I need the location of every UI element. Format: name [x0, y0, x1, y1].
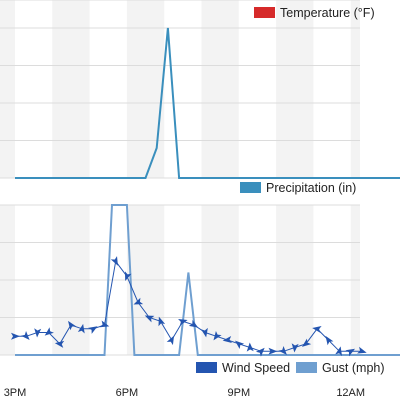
x-axis-ticks: 3PM 6PM 9PM 12AM — [4, 387, 365, 399]
wind-arrow-head — [158, 316, 166, 327]
legend-label: Wind Speed — [222, 361, 290, 375]
wind-arrow-head — [335, 346, 343, 356]
wind-direction-arrow — [325, 335, 334, 346]
wind-direction-arrow — [44, 327, 54, 336]
wind-arrow-head — [213, 331, 222, 341]
wind-arrow-head — [20, 330, 30, 340]
wind-arrow-head — [88, 326, 98, 334]
wind-direction-arrow — [144, 315, 155, 323]
wind-arrow-head — [124, 271, 132, 281]
wind-arrow-head — [357, 346, 367, 354]
grid-band — [126, 0, 165, 178]
wind-direction-arrow — [54, 340, 65, 348]
wind-direction-arrow — [68, 320, 77, 331]
wind-arrow-head — [312, 325, 322, 333]
wind-arrow-head — [201, 327, 208, 338]
wind-direction-arrow — [268, 347, 278, 355]
wind-direction-arrow — [11, 332, 20, 340]
wind-direction-arrow — [77, 323, 85, 334]
wind-direction-arrow — [20, 330, 30, 340]
wind-direction-arrow — [158, 316, 166, 327]
wind-direction-arrow — [124, 271, 132, 281]
wind-arrow-head — [301, 338, 312, 347]
legend-swatch — [196, 362, 217, 373]
gust-series — [15, 204, 400, 356]
wind-direction-arrow — [88, 326, 98, 334]
wind-direction-arrow — [178, 318, 188, 326]
grid-bands — [0, 0, 360, 355]
wind-arrow-head — [178, 318, 188, 326]
wind-arrow-head — [188, 319, 199, 328]
wind-direction-arrow — [312, 325, 322, 333]
wind-arrow-head — [144, 315, 155, 323]
wind-arrow-head — [54, 340, 65, 348]
wind-direction-arrow — [234, 340, 245, 350]
wind-arrow-head — [325, 335, 334, 346]
wind-direction-arrow — [133, 297, 144, 305]
legend-label: Temperature (°F) — [280, 6, 375, 20]
wind-direction-arrow — [357, 346, 367, 354]
grid-band — [0, 0, 15, 178]
wind-direction-arrow — [99, 320, 110, 328]
precipitation-line — [15, 27, 400, 179]
grid-band — [201, 0, 239, 178]
wind-arrow-head — [34, 328, 42, 338]
wind-arrow-head — [110, 256, 118, 266]
wind-direction-arrow — [246, 342, 254, 352]
legend-swatch — [296, 362, 317, 373]
wind-arrow-head — [222, 336, 232, 343]
x-tick-label: 12AM — [336, 387, 365, 399]
wind-arrow-head — [11, 332, 20, 340]
wind-arrow-head — [77, 323, 85, 334]
legend-swatch — [254, 7, 275, 18]
wind-arrow-head — [246, 342, 254, 352]
wind-direction-arrow — [222, 336, 232, 343]
gust-line — [15, 204, 400, 356]
wind-direction-arrow — [278, 345, 287, 356]
precipitation-series — [15, 27, 400, 179]
wind-arrow-head — [99, 320, 110, 328]
wind-direction-arrow — [213, 331, 222, 341]
grid-band — [350, 0, 360, 178]
legends: Temperature (°F) Precipitation (in) Wind S… — [196, 6, 385, 375]
x-tick-label: 6PM — [116, 387, 139, 399]
wind-direction-arrow — [110, 256, 118, 266]
wind-arrow-head — [345, 348, 356, 357]
wind-direction-arrow — [188, 319, 199, 328]
wind-direction-arrow — [291, 343, 299, 353]
wind-arrow-head — [278, 345, 287, 356]
wind-direction-arrow — [34, 328, 42, 338]
wind-direction-arrow — [345, 348, 356, 357]
x-tick-label: 9PM — [227, 387, 250, 399]
wind-direction-arrow — [255, 347, 265, 357]
wind-arrow-head — [166, 335, 175, 346]
wind-arrow-head — [68, 320, 77, 331]
wind-direction-arrow — [301, 338, 312, 347]
wind-arrow-head — [255, 347, 265, 357]
x-tick-label: 3PM — [4, 387, 27, 399]
grid-band — [52, 0, 90, 178]
wind-arrow-head — [44, 327, 54, 336]
legend-label: Gust (mph) — [322, 361, 385, 375]
wind-speed-series — [11, 256, 367, 357]
wind-arrow-head — [234, 340, 245, 350]
wind-arrow-head — [268, 347, 278, 355]
wind-arrow-head — [291, 343, 299, 353]
grid-band — [276, 0, 314, 178]
legend-label: Precipitation (in) — [266, 181, 356, 195]
wind-arrow-head — [133, 297, 144, 305]
wind-direction-arrow — [166, 335, 175, 346]
wind-direction-arrow — [335, 346, 343, 356]
legend-swatch — [240, 182, 261, 193]
wind-direction-arrow — [201, 327, 208, 338]
